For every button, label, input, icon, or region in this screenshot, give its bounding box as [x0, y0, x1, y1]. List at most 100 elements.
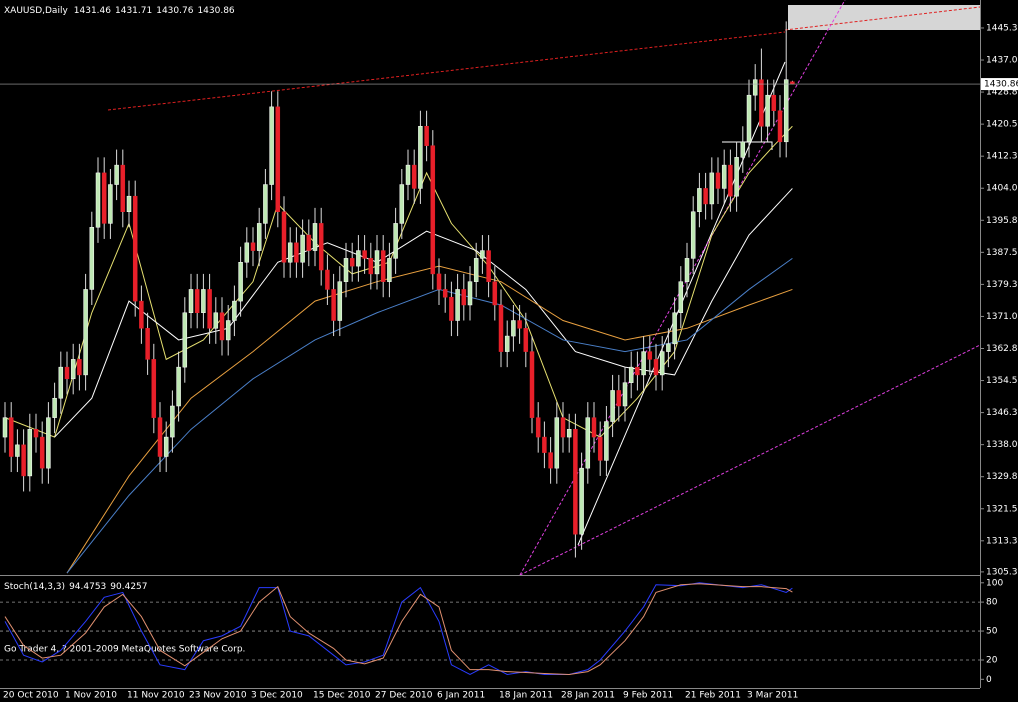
candle-body: [684, 258, 690, 282]
candle-body: [170, 405, 175, 438]
candle-body: [622, 382, 628, 407]
candle-body: [39, 436, 45, 469]
indicator-line: [4, 125, 793, 438]
candle-body: [83, 289, 88, 376]
candle-body: [480, 250, 485, 259]
candle-body: [486, 250, 491, 282]
candle-body: [263, 184, 268, 224]
y-tick-label: 1362.80: [986, 344, 1018, 354]
candle-body: [653, 359, 659, 376]
candle-body: [318, 223, 324, 271]
candle-body: [77, 359, 82, 376]
candle-body: [95, 172, 101, 228]
x-tick-label: 6 Jan 2011: [437, 691, 485, 701]
candle-body: [157, 417, 163, 457]
candle-body: [126, 195, 132, 212]
candle-body: [114, 164, 119, 185]
candle-body: [703, 188, 708, 205]
candle-body: [690, 211, 696, 259]
candle-body: [362, 250, 367, 259]
candle-body: [659, 351, 665, 376]
y-tick-label: 1338.05: [986, 440, 1018, 450]
candle-body: [89, 227, 95, 290]
candle-body: [641, 351, 646, 376]
candle-body: [281, 211, 287, 263]
candle-body: [777, 110, 783, 143]
candle-body: [504, 335, 510, 352]
candle-body: [492, 281, 498, 306]
candle-body: [467, 281, 473, 306]
trend-line: [784, 6, 981, 31]
candle-body: [548, 452, 553, 469]
candle-body: [436, 273, 442, 290]
candle-body: [752, 79, 758, 96]
candle-body: [579, 467, 584, 535]
x-tick-label: 27 Dec 2010: [375, 691, 433, 701]
indicator-line: [4, 583, 793, 675]
candle-body: [591, 417, 597, 438]
chart-title: XAUUSD,Daily 1431.46 1431.71 1430.76 1430.86: [4, 6, 235, 16]
candle-body: [331, 289, 336, 321]
candle-body: [374, 250, 380, 275]
candle-body: [585, 417, 591, 469]
candle-body: [418, 126, 423, 189]
candle-body: [300, 234, 305, 263]
x-tick-label: 18 Jan 2011: [499, 691, 553, 701]
candle-body: [269, 106, 274, 185]
y-tick-label: 1420.55: [986, 120, 1018, 130]
y-tick-label: 1321.55: [986, 504, 1018, 514]
candle-body: [430, 145, 436, 275]
candle-body: [182, 312, 188, 368]
candle-body: [498, 304, 504, 352]
candle-body: [306, 234, 312, 251]
indicator-title: Stoch(14,3,3) 94.4753 90.4257: [4, 582, 148, 592]
trend-line: [519, 344, 981, 576]
trend-line: [107, 31, 786, 111]
candle-body: [256, 223, 262, 251]
candle-body: [238, 261, 243, 302]
candle-body: [554, 417, 560, 469]
x-tick-label: 20 Oct 2010: [3, 691, 59, 701]
x-tick-label: 3 Mar 2011: [747, 691, 798, 701]
candle-body: [728, 164, 733, 197]
candle-body: [635, 366, 640, 376]
candle-body: [46, 417, 51, 469]
candle-body: [411, 164, 417, 189]
candle-body: [715, 172, 721, 189]
candle-body: [213, 312, 219, 329]
candle-body: [783, 79, 789, 143]
candle-body: [27, 429, 33, 477]
candle-body: [542, 436, 547, 453]
price-label: 1430.86: [984, 80, 1018, 90]
y-tick-label: 20: [986, 656, 998, 666]
x-tick-label: 21 Feb 2011: [685, 691, 741, 701]
candle-body: [511, 320, 516, 337]
y-tick-label: 1395.80: [986, 216, 1018, 226]
candle-body: [349, 258, 355, 267]
candle-body: [734, 157, 739, 197]
candle-body: [244, 242, 250, 263]
candle-body: [566, 429, 572, 438]
y-tick-label: 1379.30: [986, 280, 1018, 290]
candle-body: [709, 172, 715, 205]
candle-body: [325, 269, 330, 290]
candle-body: [58, 366, 64, 399]
candle-body: [2, 417, 8, 438]
candle-body: [380, 250, 386, 282]
candle-body: [628, 366, 634, 383]
y-tick-label: 1387.55: [986, 248, 1018, 258]
y-tick-label: 1371.05: [986, 312, 1018, 322]
candle-body: [387, 258, 392, 282]
candle-body: [70, 359, 76, 380]
candle-body: [529, 351, 535, 418]
y-tick-label: 1412.30: [986, 152, 1018, 162]
candle-body: [523, 328, 529, 352]
candle-body: [275, 106, 281, 212]
y-tick-label: 1346.30: [986, 408, 1018, 418]
candle-body: [647, 351, 653, 360]
candle-body: [232, 300, 237, 321]
candle-body: [746, 94, 752, 143]
y-tick-label: 1428.80: [986, 88, 1018, 98]
footer: Go Trader 4, ? 2001-2009 MetaQuotes Soft…: [4, 645, 245, 655]
candle-body: [455, 289, 460, 321]
